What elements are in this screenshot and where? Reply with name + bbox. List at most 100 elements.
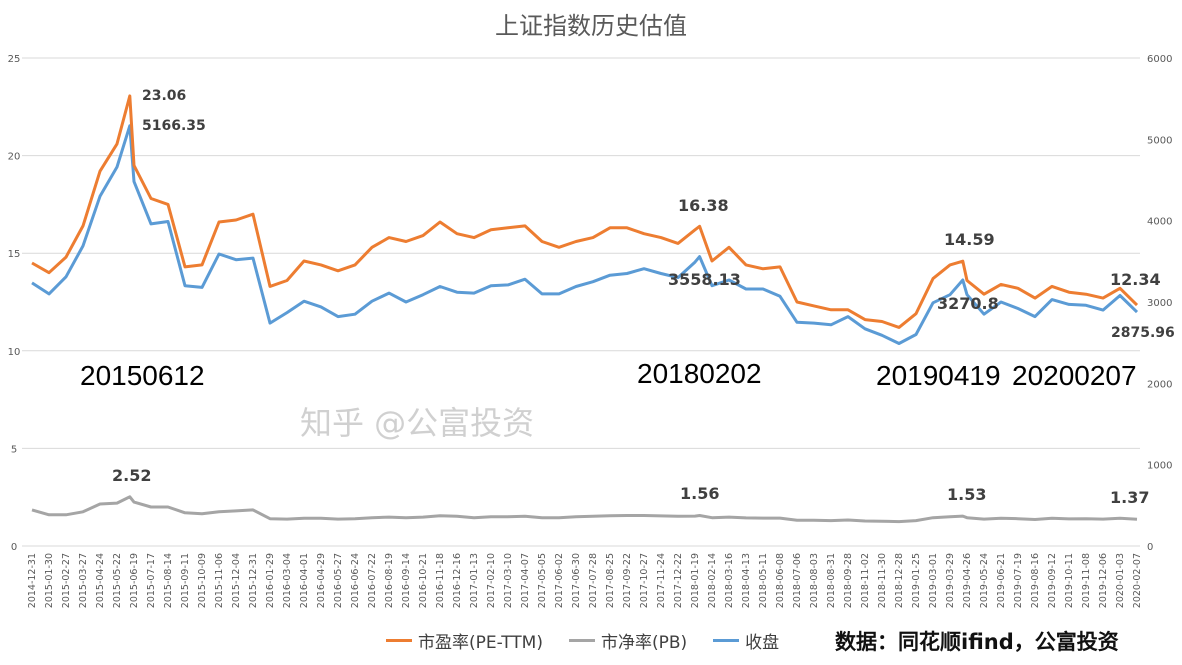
right-axis-ticks: 0 1000 2000 3000 4000 5000 6000 [1147, 54, 1172, 553]
data-label-index-2018: 3558.13 [668, 270, 741, 289]
x-axis-tick-label: 2017-03-10 [503, 553, 514, 608]
legend-label-close: 收盘 [745, 633, 780, 653]
x-axis-tick-label: 2015-12-31 [248, 553, 259, 608]
x-axis-tick-label: 2016-09-14 [401, 553, 412, 608]
legend-item-close: 收盘 [713, 628, 779, 653]
x-axis-tick-label: 2017-10-27 [639, 553, 650, 608]
x-axis-tick-label: 2017-06-02 [554, 553, 565, 608]
legend: 市盈率(PE-TTM) 市净率(PB) 收盘 [386, 628, 805, 653]
x-axis-tick-label: 2017-02-10 [486, 553, 497, 608]
x-axis-tick-label: 2015-09-11 [180, 553, 191, 608]
x-axis-tick-label: 2018-05-11 [758, 553, 769, 608]
x-axis-tick-label: 2017-06-30 [571, 553, 582, 608]
series-line-close [31, 124, 1139, 345]
x-axis-tick-label: 2015-01-30 [44, 553, 55, 608]
x-axis-tick-label: 2016-08-19 [384, 553, 395, 608]
data-label-index-2019: 3270.8 [937, 294, 999, 313]
x-axis-tick-label: 2016-03-04 [282, 553, 293, 608]
right-axis-tick-label: 0 [1147, 542, 1153, 553]
x-axis-tick-label: 2017-01-13 [469, 553, 480, 608]
x-axis-tick-label: 2018-09-28 [843, 553, 854, 608]
source-note: 数据：同花顺ifind，公富投资 [835, 630, 1119, 654]
x-axis-ticks: 2014-12-31 2015-01-30 2015-02-27 2015-03-27… [27, 553, 1143, 608]
x-axis-tick-label: 2018-07-06 [792, 553, 803, 608]
annotation-date-2019: 20190419 [876, 360, 1001, 391]
x-axis-tick-label: 2019-06-21 [996, 553, 1007, 608]
right-axis-tick-label: 1000 [1147, 461, 1172, 472]
x-axis-tick-label: 2016-10-21 [418, 553, 429, 608]
x-axis-tick-label: 2015-06-19 [129, 553, 140, 608]
x-axis-tick-label: 2020-01-03 [1115, 553, 1126, 608]
gridlines [22, 57, 1140, 547]
x-axis-tick-label: 2017-08-25 [605, 553, 616, 608]
x-axis-tick-label: 2015-10-09 [197, 553, 208, 608]
data-label-index-peak-2015: 5166.35 [142, 118, 206, 134]
x-axis-tick-label: 2019-03-01 [928, 553, 939, 608]
legend-label-pe: 市盈率(PE-TTM) [418, 633, 543, 653]
x-axis-tick-label: 2019-09-12 [1047, 553, 1058, 608]
data-label-pb-2015: 2.52 [112, 466, 152, 485]
legend-item-pe: 市盈率(PE-TTM) [386, 628, 543, 653]
annotation-date-2015: 20150612 [80, 360, 205, 391]
x-axis-tick-label: 2015-08-14 [163, 553, 174, 608]
x-axis-tick-label: 2016-11-18 [435, 553, 446, 608]
left-axis-tick-label: 10 [8, 347, 21, 358]
x-axis-tick-label: 2018-11-30 [877, 553, 888, 608]
x-axis-tick-label: 2019-07-19 [1013, 553, 1024, 608]
x-axis-tick-label: 2018-01-19 [690, 553, 701, 608]
data-label-pe-2020: 12.34 [1110, 270, 1161, 289]
x-axis-tick-label: 2015-04-24 [95, 553, 106, 608]
x-axis-tick-label: 2019-04-26 [962, 553, 973, 608]
x-axis-tick-label: 2019-01-25 [911, 553, 922, 608]
data-label-index-2020: 2875.96 [1111, 325, 1175, 341]
x-axis-tick-label: 2020-02-07 [1132, 553, 1143, 608]
x-axis-tick-label: 2017-12-22 [673, 553, 684, 608]
data-label-pb-2018: 1.56 [680, 484, 720, 503]
x-axis-tick-label: 2017-05-05 [537, 553, 548, 608]
right-axis-tick-label: 2000 [1147, 379, 1172, 390]
x-axis-tick-label: 2016-04-01 [299, 553, 310, 608]
x-axis-tick-label: 2016-05-27 [333, 553, 344, 608]
legend-swatch-pe [386, 639, 412, 642]
series-line-pe [31, 94, 1139, 329]
x-axis-tick-label: 2015-03-27 [78, 553, 89, 608]
x-axis-tick-label: 2019-03-29 [945, 553, 956, 608]
legend-item-pb: 市净率(PB) [568, 628, 688, 653]
data-label-pe-2018: 16.38 [678, 196, 729, 215]
x-axis-tick-label: 2015-12-04 [231, 553, 242, 608]
annotation-date-2018: 20180202 [637, 358, 762, 389]
x-axis-tick-label: 2017-11-24 [656, 553, 667, 608]
x-axis-tick-label: 2018-02-14 [707, 553, 718, 608]
x-axis-tick-label: 2018-04-13 [741, 553, 752, 608]
x-axis-tick-label: 2018-08-03 [809, 553, 820, 608]
x-axis-tick-label: 2016-06-24 [350, 553, 361, 608]
watermark: 知乎 @公富投资 [300, 404, 535, 442]
x-axis-tick-label: 2017-04-07 [520, 553, 531, 608]
x-axis-tick-label: 2017-09-22 [622, 553, 633, 608]
series-lines [31, 94, 1139, 524]
left-axis-ticks: 0 5 10 15 20 25 [8, 54, 21, 553]
x-axis-tick-label: 2015-07-17 [146, 553, 157, 608]
left-axis-tick-label: 15 [8, 249, 21, 260]
x-axis-tick-label: 2019-12-06 [1098, 553, 1109, 608]
x-axis-tick-label: 2019-10-11 [1064, 553, 1075, 608]
x-axis-tick-label: 2016-12-16 [452, 553, 463, 608]
right-axis-tick-label: 5000 [1147, 135, 1172, 146]
x-axis-tick-label: 2015-02-27 [61, 553, 72, 608]
x-axis-tick-label: 2018-03-16 [724, 553, 735, 608]
x-axis-tick-label: 2014-12-31 [27, 553, 38, 608]
x-axis-tick-label: 2016-01-29 [265, 553, 276, 608]
right-axis-tick-label: 4000 [1147, 217, 1172, 228]
right-axis-tick-label: 3000 [1147, 298, 1172, 309]
x-axis-tick-label: 2016-04-29 [316, 553, 327, 608]
x-axis-tick-label: 2019-05-24 [979, 553, 990, 608]
x-axis-tick-label: 2015-11-06 [214, 553, 225, 608]
series-line-pb [31, 495, 1138, 524]
left-axis-tick-label: 20 [8, 152, 21, 163]
legend-label-pb: 市净率(PB) [600, 633, 688, 653]
data-label-pb-2019: 1.53 [947, 485, 987, 504]
legend-swatch-close [713, 639, 740, 642]
x-axis-tick-label: 2016-07-22 [367, 553, 378, 608]
legend-swatch-pb [568, 639, 595, 642]
left-axis-tick-label: 5 [11, 444, 17, 455]
